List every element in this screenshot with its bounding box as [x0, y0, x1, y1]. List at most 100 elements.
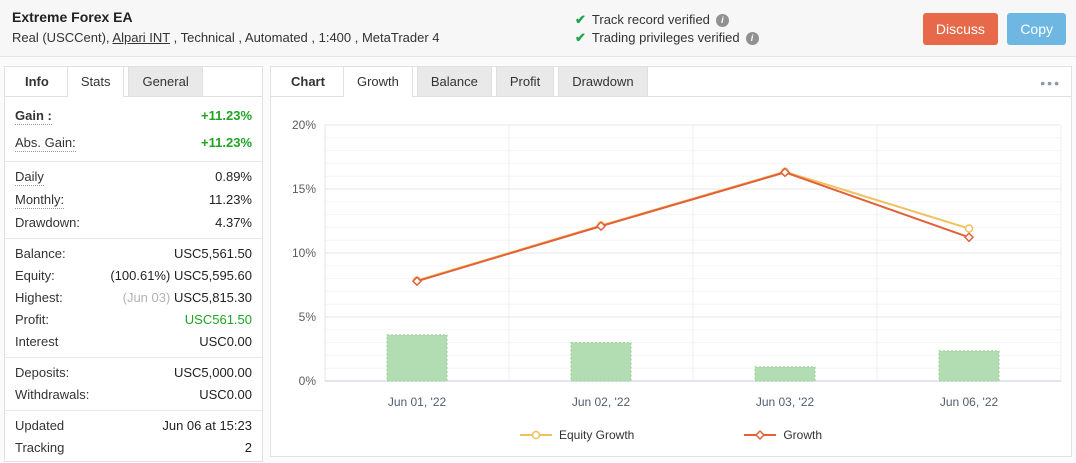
copy-button[interactable]: Copy: [1007, 13, 1066, 45]
stat-group: Gain : +11.23% Abs. Gain: +11.23%: [5, 99, 262, 161]
stat-row: Withdrawals: USC0.00: [5, 384, 262, 406]
stat-label: Deposits:: [15, 365, 70, 380]
stat-value: 2: [244, 440, 252, 455]
y-tick-label: 10%: [292, 246, 316, 260]
growth-marker: [963, 232, 975, 243]
tab-drawdown[interactable]: Drawdown: [558, 66, 648, 96]
x-axis-label: Jun 02, '22: [572, 395, 631, 409]
tab-growth[interactable]: Growth: [342, 66, 413, 97]
growth-marker: [779, 167, 791, 178]
stat-value-prefix: (100.61%): [110, 268, 174, 283]
daily-growth-bar: [570, 342, 632, 382]
stat-row: Balance: USC5,561.50: [5, 243, 262, 265]
broker-link[interactable]: Alpari INT: [112, 30, 170, 45]
stat-value: +11.23%: [201, 108, 252, 123]
info-icon[interactable]: i: [745, 31, 759, 45]
stat-row: Daily 0.89%: [5, 166, 262, 189]
stat-value: USC0.00: [199, 334, 252, 349]
stat-value: 11.23%: [208, 192, 252, 207]
panel-menu-icon[interactable]: •••: [1040, 75, 1061, 91]
system-title: Extreme Forex EA: [12, 9, 133, 25]
legend-marker-icon: [744, 429, 777, 441]
stat-row: Profit: USC561.50: [5, 309, 262, 331]
subtitle-prefix: Real (USCCent),: [12, 30, 113, 45]
growth-line: [416, 171, 970, 283]
page-header: Extreme Forex EA Real (USCCent), Alpari …: [0, 0, 1076, 57]
x-axis-label: Jun 01, '22: [388, 395, 447, 409]
system-subtitle: Real (USCCent), Alpari INT , Technical ,…: [12, 30, 1064, 45]
growth-chart-svg: 0% 5% 10% 15% 20% Jun 01, '22 Jun 02, '22 Jun 0…: [292, 118, 1062, 409]
info-icon[interactable]: i: [715, 13, 729, 27]
verification-badge: ✔ Trading privileges verified i: [575, 29, 759, 47]
subtitle-suffix: , Technical , Automated , 1:400 , MetaTr…: [169, 30, 440, 45]
check-icon: ✔: [575, 12, 586, 27]
legend-item[interactable]: Growth: [744, 428, 822, 442]
stat-group: Deposits: USC5,000.00 Withdrawals: USC0.00: [5, 357, 262, 410]
daily-growth-bar: [938, 350, 1000, 382]
stat-row: Abs. Gain: +11.23%: [5, 130, 262, 157]
badge-label: Trading privileges verified: [591, 30, 740, 45]
tab-profit[interactable]: Profit: [495, 66, 555, 96]
legend-item[interactable]: Equity Growth: [519, 428, 635, 442]
verification-badges: ✔ Track record verified i ✔ Trading privileg…: [575, 11, 759, 47]
equity-growth-marker: [964, 224, 974, 233]
stat-value: USC561.50: [184, 312, 252, 327]
stat-row: Drawdown: 4.37%: [5, 212, 262, 234]
stat-value: USC5,000.00: [173, 365, 252, 380]
growth-marker: [595, 221, 607, 232]
header-buttons: Discuss Copy: [922, 13, 1066, 45]
stats-panel: Info Stats General Gain : +11.23% Abs. Gain:…: [4, 66, 263, 462]
chart-legend: Equity Growth Growth: [275, 428, 1067, 442]
daily-growth-bar: [386, 334, 448, 382]
stat-value: 4.37%: [215, 215, 252, 230]
stats-table: Gain : +11.23% Abs. Gain: +11.23% Daily 0.89%…: [5, 97, 262, 463]
y-tick-label: 15%: [292, 182, 316, 196]
tab-general[interactable]: General: [128, 66, 203, 96]
y-tick-label: 0%: [299, 374, 317, 388]
x-axis-label: Jun 06, '22: [940, 395, 999, 409]
tab-balance[interactable]: Balance: [416, 66, 492, 96]
stat-label: Abs. Gain:: [15, 135, 76, 152]
y-tick-label: 5%: [299, 310, 317, 324]
stat-label: Drawdown:: [15, 215, 81, 230]
chart-panel: Chart Growth Balance Profit Drawdown ••• 0% 5%…: [270, 66, 1072, 457]
verification-badge: ✔ Track record verified i: [575, 11, 759, 29]
tab-chart[interactable]: Chart: [291, 74, 325, 89]
chart-panel-tabs: Chart Growth Balance Profit Drawdown •••: [271, 66, 1071, 97]
stat-row: Equity: (100.61%) USC5,595.60: [5, 265, 262, 287]
stat-row: Highest: (Jun 03) USC5,815.30: [5, 287, 262, 309]
stat-group: Daily 0.89% Monthly: 11.23% Drawdown: 4.37%: [5, 161, 262, 238]
stat-label: Tracking: [15, 440, 65, 455]
stat-row: Tracking 2: [5, 437, 262, 459]
tab-stats[interactable]: Stats: [66, 66, 125, 97]
stat-value: +11.23%: [201, 135, 252, 150]
legend-label: Growth: [783, 428, 823, 442]
stat-label: Profit:: [15, 312, 49, 327]
stat-group: Updated Jun 06 at 15:23 Tracking 2: [5, 410, 262, 463]
stat-label: Gain :: [15, 108, 52, 125]
badge-label: Track record verified: [591, 12, 710, 27]
discuss-button[interactable]: Discuss: [922, 13, 998, 45]
stat-value: USC5,561.50: [173, 246, 252, 261]
x-axis-label: Jun 03, '22: [756, 395, 815, 409]
stat-value: (Jun 03) USC5,815.30: [122, 290, 252, 305]
stat-label: Withdrawals:: [15, 387, 90, 402]
legend-label: Equity Growth: [558, 428, 635, 442]
stat-label: Highest:: [15, 290, 63, 305]
stat-row: Interest USC0.00: [5, 331, 262, 353]
stat-row: Monthly: 11.23%: [5, 189, 262, 212]
daily-growth-bar: [754, 366, 816, 382]
tab-info[interactable]: Info: [25, 74, 49, 89]
stat-label: Balance:: [15, 246, 66, 261]
stat-row: Deposits: USC5,000.00: [5, 362, 262, 384]
y-tick-label: 20%: [292, 118, 316, 132]
stat-label: Monthly:: [15, 192, 65, 209]
stat-value: USC0.00: [199, 387, 252, 402]
growth-chart: 0% 5% 10% 15% 20% Jun 01, '22 Jun 02, '22 Jun 0…: [271, 97, 1071, 442]
stat-row: Updated Jun 06 at 15:23: [5, 415, 262, 437]
stat-value-prefix: (Jun 03): [122, 290, 174, 305]
stat-label: Equity:: [15, 268, 55, 283]
stat-group: Balance: USC5,561.50 Equity: (100.61%) USC5…: [5, 238, 262, 357]
stats-panel-tabs: Info Stats General: [5, 66, 262, 97]
stat-value: Jun 06 at 15:23: [162, 418, 252, 433]
